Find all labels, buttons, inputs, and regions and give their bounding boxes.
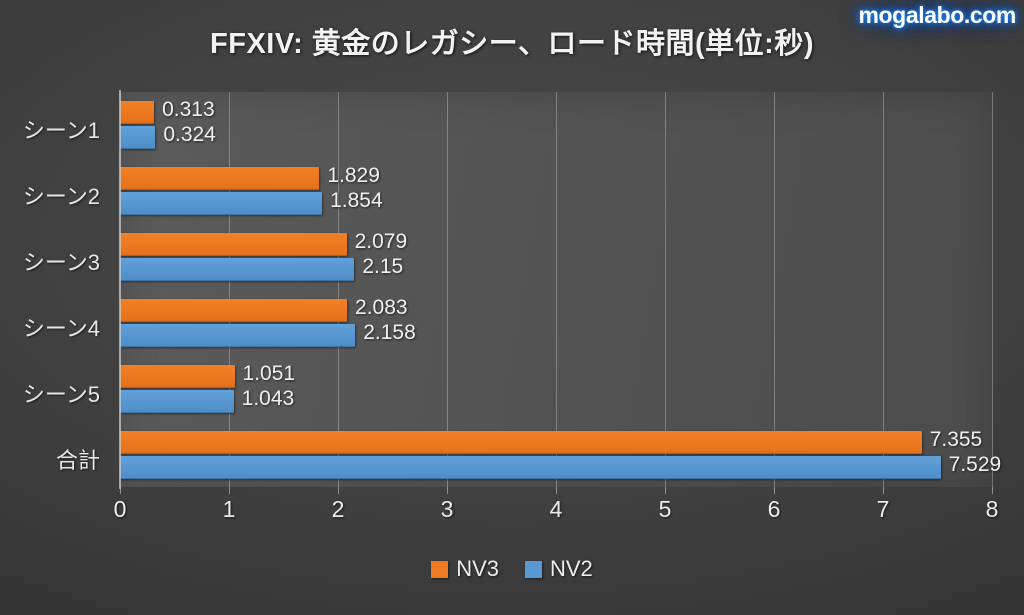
bar-nv3-3[interactable] (120, 233, 347, 257)
axis-tick (774, 487, 775, 494)
x-tick-label-7: 7 (876, 496, 890, 522)
watermark-label: mogalabo.com (858, 2, 1016, 28)
bar-nv3-1[interactable] (120, 101, 155, 125)
bar-nv3-6[interactable] (120, 430, 922, 454)
bar-nv2-2[interactable] (120, 192, 323, 216)
x-tick-label-5: 5 (658, 496, 672, 522)
bar-value-label: 0.313 (162, 98, 215, 122)
gridline (556, 92, 557, 487)
legend-item-nv3[interactable]: NV3 (431, 556, 499, 582)
category-label-1: シーン1 (22, 118, 100, 144)
bar-group: 0.313 0.324 (120, 98, 992, 150)
category-label-4: シーン4 (22, 315, 100, 341)
legend-label: NV2 (550, 556, 593, 581)
bar-value-label: 1.829 (327, 164, 380, 188)
x-tick-label-4: 4 (549, 496, 563, 522)
legend-swatch-icon (431, 560, 449, 578)
bar-nv2-4[interactable] (120, 323, 356, 347)
gridline (447, 92, 448, 487)
bar-nv3-4[interactable] (120, 298, 348, 322)
legend-item-nv2[interactable]: NV2 (525, 556, 593, 582)
bar-value-label: 2.079 (354, 230, 408, 254)
bar-value-label: 0.324 (163, 123, 216, 147)
category-label-3: シーン3 (22, 250, 100, 276)
x-tick-label-0: 0 (113, 496, 127, 522)
x-tick-label-1: 1 (222, 496, 236, 522)
axis-tick (883, 487, 884, 494)
axis-tick (992, 487, 993, 494)
x-tick-label-8: 8 (985, 496, 999, 522)
x-tick-label-3: 3 (440, 496, 454, 522)
plot-area: 0.313 0.324 1.829 1.854 2.079 2.15 2.083 2.158 1… (120, 92, 1001, 487)
legend-label: NV3 (456, 556, 499, 581)
gridline (774, 92, 775, 487)
bar-value-label: 1.854 (330, 189, 383, 213)
category-label-2: シーン2 (22, 184, 100, 210)
axis-tick (229, 487, 230, 494)
chart-legend: NV3 NV2 (0, 556, 1024, 582)
value-axis-tick-labels: 0 1 2 3 4 5 6 7 8 (0, 496, 1024, 530)
bar-group: 1.829 1.854 (120, 164, 992, 216)
bar-group: 2.083 2.158 (120, 295, 992, 347)
bar-group: 7.355 7.529 (120, 427, 1001, 479)
gridline (992, 92, 993, 487)
x-tick-label-2: 2 (331, 496, 345, 522)
bar-nv2-1[interactable] (120, 126, 156, 150)
axis-tick (338, 487, 339, 494)
axis-tick (556, 487, 557, 494)
category-axis-labels: シーン1 シーン2 シーン3 シーン4 シーン5 合計 (0, 92, 112, 487)
axis-tick (120, 487, 121, 494)
bar-nv3-5[interactable] (120, 364, 235, 388)
bar-value-label: 1.043 (241, 386, 295, 410)
value-axis-line (119, 90, 121, 489)
gridline (338, 92, 339, 487)
gridline (665, 92, 666, 487)
bar-value-label: 2.158 (363, 320, 416, 344)
gridline (229, 92, 230, 487)
bar-value-label: 1.051 (242, 361, 296, 385)
axis-tick (665, 487, 666, 494)
category-label-6: 合計 (55, 447, 100, 473)
bar-group: 2.079 2.15 (120, 230, 992, 282)
bar-nv3-2[interactable] (120, 167, 320, 191)
category-label-5: シーン5 (22, 381, 100, 407)
chart-title: FFXIV: 黄金のレガシー、ロード時間(単位:秒) (210, 28, 814, 60)
bar-nv2-6[interactable] (120, 455, 941, 479)
legend-swatch-icon (525, 560, 542, 578)
gridline (883, 92, 884, 487)
bar-value-label: 7.355 (929, 427, 983, 451)
bar-group: 1.051 1.043 (120, 361, 992, 413)
bar-nv2-3[interactable] (120, 258, 355, 282)
bar-value-label: 2.15 (362, 255, 404, 279)
bar-value-label: 7.529 (948, 452, 1002, 476)
bar-value-label: 2.083 (355, 295, 408, 319)
axis-tick (447, 487, 448, 494)
x-tick-label-6: 6 (767, 496, 781, 522)
bar-nv2-5[interactable] (120, 389, 234, 413)
